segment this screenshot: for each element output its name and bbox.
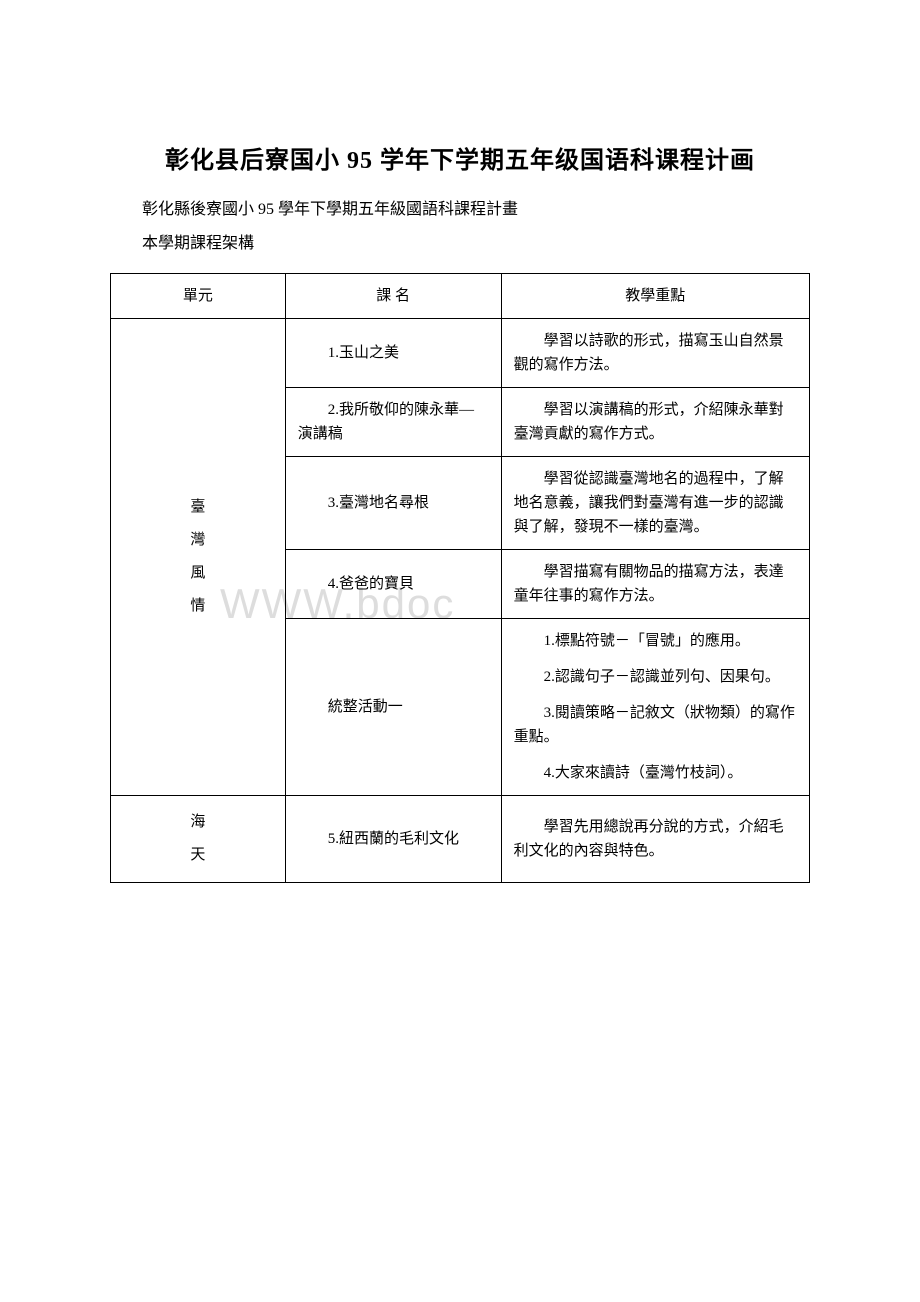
curriculum-table: 單元 課 名 教學重點 臺灣風情1.玉山之美學習以詩歌的形式，描寫玉山自然景觀的… xyxy=(110,273,810,883)
focus-paragraph: 學習從認識臺灣地名的過程中，了解地名意義，讓我們對臺灣有進一步的認識與了解，發現… xyxy=(514,467,797,539)
focus-cell: 學習先用總說再分說的方式，介紹毛利文化的內容與特色。 xyxy=(501,796,809,883)
unit-cell: 海天 xyxy=(111,796,286,883)
focus-paragraph: 4.大家來讀詩（臺灣竹枝詞）。 xyxy=(514,761,797,785)
unit-text: 海天 xyxy=(190,806,205,872)
focus-paragraph: 學習描寫有關物品的描寫方法，表達童年往事的寫作方法。 xyxy=(514,560,797,608)
course-cell: 5.紐西蘭的毛利文化 xyxy=(285,796,501,883)
course-cell: 統整活動一 xyxy=(285,619,501,796)
focus-cell: 學習以詩歌的形式，描寫玉山自然景觀的寫作方法。 xyxy=(501,319,809,388)
course-cell: 1.玉山之美 xyxy=(285,319,501,388)
header-unit: 單元 xyxy=(111,274,286,319)
focus-cell: 學習從認識臺灣地名的過程中，了解地名意義，讓我們對臺灣有進一步的認識與了解，發現… xyxy=(501,457,809,550)
course-cell: 3.臺灣地名尋根 xyxy=(285,457,501,550)
unit-text: 臺灣風情 xyxy=(190,491,205,623)
header-focus: 教學重點 xyxy=(501,274,809,319)
focus-paragraph: 2.認識句子－認識並列句、因果句。 xyxy=(514,665,797,689)
focus-cell: 學習以演講稿的形式，介紹陳永華對臺灣貢獻的寫作方式。 xyxy=(501,388,809,457)
table-row: 海天 5.紐西蘭的毛利文化學習先用總說再分說的方式，介紹毛利文化的內容與特色。 xyxy=(111,796,810,883)
table-header-row: 單元 課 名 教學重點 xyxy=(111,274,810,319)
subtitle-text: 彰化縣後寮國小 95 學年下學期五年級國語科課程計畫 xyxy=(110,195,810,219)
table-row: 臺灣風情1.玉山之美學習以詩歌的形式，描寫玉山自然景觀的寫作方法。 xyxy=(111,319,810,388)
focus-paragraph: 學習以詩歌的形式，描寫玉山自然景觀的寫作方法。 xyxy=(514,329,797,377)
focus-paragraph: 1.標點符號－「冒號」的應用。 xyxy=(514,629,797,653)
page-title: 彰化县后寮国小 95 学年下学期五年级国语科课程计画 xyxy=(110,140,810,175)
course-cell: 4.爸爸的寶貝 xyxy=(285,550,501,619)
section-label: 本學期課程架構 xyxy=(110,229,810,253)
course-cell: 2.我所敬仰的陳永華—演講稿 xyxy=(285,388,501,457)
focus-cell: 學習描寫有關物品的描寫方法，表達童年往事的寫作方法。 xyxy=(501,550,809,619)
focus-paragraph: 3.閱讀策略－記敘文（狀物類）的寫作重點。 xyxy=(514,701,797,749)
unit-cell: 臺灣風情 xyxy=(111,319,286,796)
focus-cell: 1.標點符號－「冒號」的應用。 2.認識句子－認識並列句、因果句。 3.閱讀策略－記… xyxy=(501,619,809,796)
focus-paragraph: 學習以演講稿的形式，介紹陳永華對臺灣貢獻的寫作方式。 xyxy=(514,398,797,446)
focus-paragraph: 學習先用總說再分說的方式，介紹毛利文化的內容與特色。 xyxy=(514,815,797,863)
header-course: 課 名 xyxy=(285,274,501,319)
